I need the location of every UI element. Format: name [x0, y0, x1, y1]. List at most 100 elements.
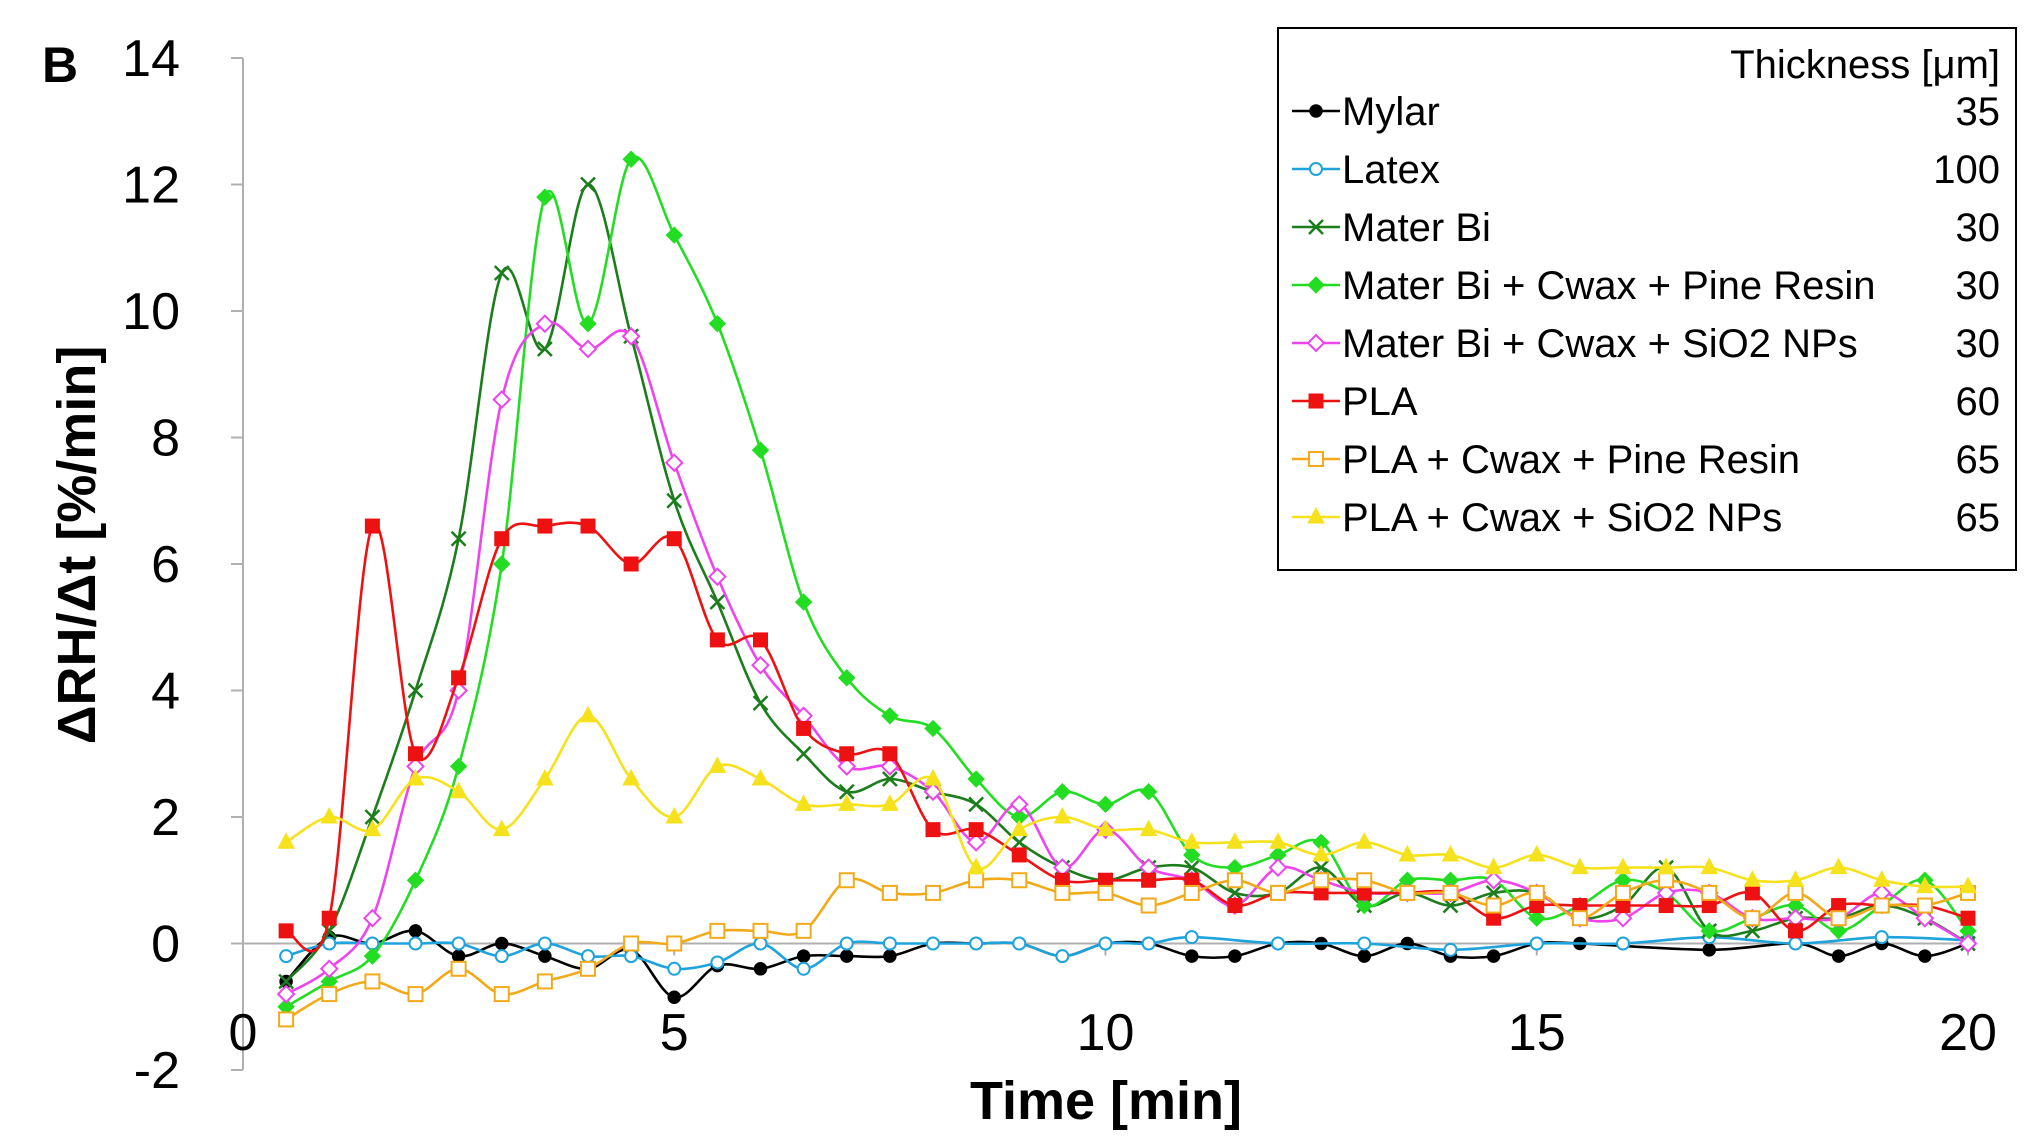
legend-marker-latex	[1309, 162, 1323, 176]
data-point-pla	[580, 518, 596, 534]
data-point-pla-cwax-pine-resin	[1830, 910, 1847, 927]
data-point-mater-bi	[278, 973, 295, 990]
data-point-latex	[882, 936, 897, 951]
data-point-mater-bi	[450, 530, 467, 547]
data-point-pla	[882, 746, 898, 762]
legend-marker-pla-cwax-sio2-nps	[1307, 506, 1325, 524]
data-point-pla-cwax-pine-resin	[1528, 884, 1545, 901]
data-point-pla-cwax-pine-resin	[1701, 884, 1718, 901]
data-point-mater-bi-cwax-pine-resin	[622, 150, 640, 168]
data-point-pla	[753, 632, 768, 648]
data-point-pla	[408, 746, 423, 762]
legend-marker-mater-bi-cwax-sio2-nps	[1306, 333, 1326, 353]
data-point-mylar	[1702, 943, 1716, 957]
data-point-mater-bi-cwax-sio2-nps	[1958, 934, 1978, 953]
data-point-pla-cwax-sio2-nps	[1571, 857, 1589, 875]
y-tick-label: 2	[151, 789, 180, 847]
data-point-pla	[321, 910, 337, 926]
data-point-mater-bi-cwax-pine-resin	[1700, 922, 1718, 940]
data-point-pla-cwax-pine-resin	[1054, 884, 1071, 901]
data-point-pla-cwax-pine-resin	[623, 935, 640, 952]
data-point-mater-bi-cwax-sio2-nps	[1484, 870, 1504, 890]
data-point-pla-cwax-sio2-nps	[536, 768, 554, 786]
legend-marker-pla	[1308, 393, 1324, 409]
data-point-pla	[796, 720, 812, 736]
data-point-pla-cwax-pine-resin	[968, 872, 985, 889]
data-point-pla-cwax-pine-resin	[1615, 884, 1631, 901]
data-point-pla-cwax-sio2-nps	[1916, 876, 1934, 894]
legend-marker-mylar	[1309, 104, 1323, 118]
data-point-mater-bi-cwax-pine-resin	[1053, 782, 1072, 801]
x-axis: 0 5 10 15 20	[229, 942, 1997, 1062]
data-point-pla-cwax-pine-resin	[1658, 872, 1675, 889]
data-point-pla-cwax-pine-resin	[1097, 884, 1114, 901]
data-point-pla-cwax-pine-resin	[1399, 884, 1416, 901]
legend-label: PLA + Cwax + SiO2 NPs	[1342, 496, 1782, 540]
data-point-mater-bi	[709, 594, 726, 610]
data-point-mater-bi-cwax-sio2-nps	[966, 832, 986, 852]
data-point-pla-cwax-pine-resin	[580, 960, 596, 977]
y-tick-label: 4	[151, 663, 180, 721]
data-point-latex	[1529, 936, 1544, 951]
legend-label: Mylar	[1342, 90, 1440, 134]
data-point-mylar	[1831, 949, 1846, 963]
data-point-pla-cwax-pine-resin	[1356, 872, 1373, 889]
data-point-pla	[623, 556, 639, 572]
data-point-pla-cwax-sio2-nps	[1355, 832, 1374, 849]
data-point-pla-cwax-pine-resin	[364, 973, 381, 990]
data-point-mater-bi	[1183, 859, 1200, 876]
data-point-pla-cwax-pine-resin	[709, 922, 726, 939]
plot-area: -2 0 2 4 6 8 10 12 14 0 5 10 15 20	[122, 30, 1997, 1100]
data-point-pla	[1960, 910, 1976, 926]
y-tick-label: -2	[134, 1042, 180, 1100]
data-point-mater-bi	[968, 796, 985, 813]
data-point-mater-bi-cwax-sio2-nps	[837, 756, 857, 776]
data-point-latex	[1141, 936, 1156, 951]
data-point-mylar	[538, 949, 552, 963]
data-point-mater-bi	[666, 492, 683, 509]
y-tick-label: 0	[151, 916, 180, 974]
data-point-pla-cwax-pine-resin	[752, 922, 769, 939]
data-point-pla	[364, 518, 380, 534]
data-point-pla-cwax-pine-resin	[321, 986, 338, 1003]
data-point-latex	[1012, 936, 1027, 951]
data-point-latex	[710, 955, 725, 970]
data-point-pla	[451, 670, 467, 686]
data-point-pla-cwax-sio2-nps	[492, 819, 511, 837]
data-point-latex	[537, 936, 552, 951]
data-point-mater-bi-cwax-sio2-nps	[1613, 908, 1633, 928]
legend-entry-mater-bi-cwax-pine-resin: Mater Bi + Cwax + Pine Resin 30	[1292, 264, 2000, 308]
data-point-mater-bi	[881, 771, 898, 787]
data-point-pla-cwax-sio2-nps	[924, 768, 942, 786]
data-point-latex	[839, 936, 854, 951]
data-point-mater-bi	[493, 265, 510, 281]
legend-thickness: 30	[1956, 322, 2001, 366]
legend-thickness: 30	[1956, 206, 2001, 250]
y-tick-label: 14	[122, 30, 180, 88]
data-point-pla-cwax-pine-resin	[450, 960, 467, 977]
legend-thickness: 65	[1956, 496, 2001, 540]
legend-entry-latex: Latex 100	[1292, 148, 2000, 192]
data-point-pla	[1658, 898, 1674, 914]
series-line-pla-cwax-sio2-nps	[285, 714, 1969, 889]
data-point-mater-bi-cwax-sio2-nps	[1915, 908, 1935, 928]
legend-label: PLA + Cwax + Pine Resin	[1342, 438, 1800, 482]
data-point-pla-cwax-sio2-nps	[837, 794, 856, 811]
data-point-pla-cwax-sio2-nps	[1053, 806, 1072, 824]
data-point-pla-cwax-pine-resin	[1183, 884, 1200, 901]
data-point-mater-bi-cwax-pine-resin	[1096, 795, 1115, 814]
data-point-mylar	[796, 949, 811, 963]
data-point-pla-cwax-pine-resin	[881, 884, 898, 901]
data-point-pla	[537, 518, 553, 534]
data-point-mater-bi	[752, 695, 769, 712]
data-point-pla-cwax-pine-resin	[1571, 910, 1588, 927]
data-point-pla-cwax-pine-resin	[407, 986, 424, 1003]
data-point-pla-cwax-pine-resin	[1485, 897, 1502, 914]
data-point-mater-bi-cwax-sio2-nps	[492, 390, 512, 409]
data-point-pla-cwax-pine-resin	[278, 1011, 295, 1028]
legend-thickness: 60	[1956, 380, 2001, 424]
data-point-pla-cwax-pine-resin	[795, 922, 812, 939]
data-point-mater-bi-cwax-sio2-nps	[535, 314, 555, 334]
legend: Thickness [μm] Mylar 35 Latex 100 Mater Bi 30…	[1277, 27, 2017, 571]
